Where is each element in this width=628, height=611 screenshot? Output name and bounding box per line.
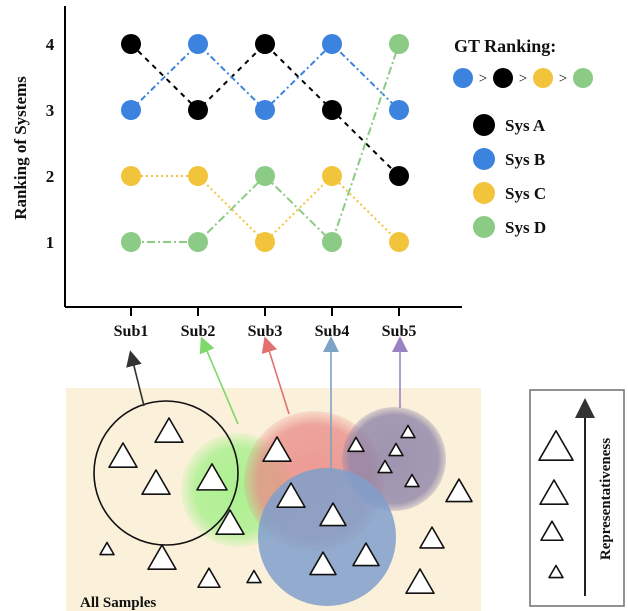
series-line (130, 42, 400, 177)
sample-triangle (246, 569, 262, 584)
sample-triangle (196, 463, 228, 491)
subset-3-arrow (261, 336, 290, 415)
sample-pool-diagram: All Samples (66, 336, 481, 611)
all-samples-label: All Samples (80, 595, 156, 611)
series-legend: Sys A Sys B Sys C Sys D (473, 114, 546, 238)
sample-triangle (154, 417, 184, 444)
representativeness-triangles (538, 429, 574, 579)
subset-1-region (93, 400, 239, 546)
x-tick-label: Sub1 (114, 323, 149, 340)
data-point (389, 232, 409, 252)
gt-rank-dot (533, 68, 553, 88)
sample-triangle (347, 436, 365, 453)
sample-triangles (99, 417, 473, 595)
sample-triangle (276, 482, 306, 509)
sample-triangle (319, 502, 347, 527)
x-tick-label: Sub2 (181, 323, 216, 340)
y-tick-label: 4 (46, 35, 55, 54)
x-tick-labels: Sub1 Sub2 Sub3 Sub4 Sub5 (114, 307, 417, 340)
series-line (131, 43, 400, 244)
representativeness-legend: Representativeness (529, 389, 625, 607)
legend-marker (473, 148, 495, 170)
data-point (255, 100, 275, 120)
sample-triangle (215, 509, 245, 536)
gt-separator: > (519, 71, 527, 87)
ranking-chart: Ranking of Systems 1 2 3 4 Sub1 Sub2 Sub3 Sub4… (11, 6, 462, 340)
data-point (121, 232, 141, 252)
gt-separator: > (559, 71, 567, 87)
sample-triangle (197, 567, 221, 589)
gt-ranking-order: > > > (453, 68, 593, 88)
representativeness-label: Representativeness (598, 438, 614, 560)
sample-triangle (419, 526, 445, 549)
sample-triangle (445, 478, 473, 503)
data-point (188, 166, 208, 186)
data-point (389, 34, 409, 54)
legend: GT Ranking: > > > Sys A Sys B Sys C Sys D (453, 36, 593, 238)
sample-triangle (377, 459, 393, 474)
data-point (389, 100, 409, 120)
data-point (255, 166, 275, 186)
data-point (188, 34, 208, 54)
legend-label: Sys B (505, 150, 545, 169)
data-point (188, 100, 208, 120)
x-tick-label: Sub3 (248, 323, 283, 340)
size-triangle (539, 479, 569, 506)
data-point (322, 232, 342, 252)
series-lines (130, 42, 400, 244)
gt-separator: > (479, 71, 487, 87)
data-point (121, 100, 141, 120)
size-triangle (538, 429, 574, 461)
gt-rank-dot (573, 68, 593, 88)
sample-triangle (262, 436, 292, 463)
legend-marker (473, 182, 495, 204)
legend-label: Sys D (505, 218, 546, 237)
legend-marker (473, 216, 495, 238)
sample-triangle (309, 551, 337, 576)
gt-rank-dot (453, 68, 473, 88)
data-point (255, 34, 275, 54)
sample-triangle (388, 442, 404, 457)
sample-triangle (147, 544, 177, 571)
sample-triangle (400, 424, 416, 439)
legend-marker (473, 114, 495, 136)
subset-1-arrow (126, 350, 145, 407)
sample-triangle (99, 541, 115, 556)
gt-rank-dot (493, 68, 513, 88)
sample-triangle (352, 542, 380, 567)
y-tick-label: 3 (46, 101, 55, 120)
data-point (322, 34, 342, 54)
data-point (188, 232, 208, 252)
x-tick-label: Sub4 (315, 323, 350, 340)
legend-label: Sys A (505, 116, 546, 135)
subset-2-arrow (199, 336, 239, 425)
subset-4-region (258, 468, 396, 606)
series-line (130, 42, 400, 112)
y-tick-labels: 1 2 3 4 (46, 35, 55, 252)
sample-triangle (405, 568, 435, 595)
sample-triangle (141, 469, 171, 496)
y-tick-label: 2 (46, 167, 55, 186)
sample-triangle (404, 473, 420, 488)
size-triangle (540, 520, 564, 542)
x-tick-label: Sub5 (382, 323, 417, 340)
data-point (322, 100, 342, 120)
size-triangle (548, 564, 564, 579)
data-point (121, 166, 141, 186)
data-point (121, 34, 141, 54)
sample-triangle (108, 442, 138, 469)
data-point (255, 232, 275, 252)
series-points (121, 34, 409, 252)
data-point (322, 166, 342, 186)
y-tick-label: 1 (46, 233, 55, 252)
data-point (389, 166, 409, 186)
y-axis-label: Ranking of Systems (11, 76, 30, 220)
gt-ranking-title: GT Ranking: (454, 36, 556, 56)
legend-label: Sys C (505, 184, 546, 203)
